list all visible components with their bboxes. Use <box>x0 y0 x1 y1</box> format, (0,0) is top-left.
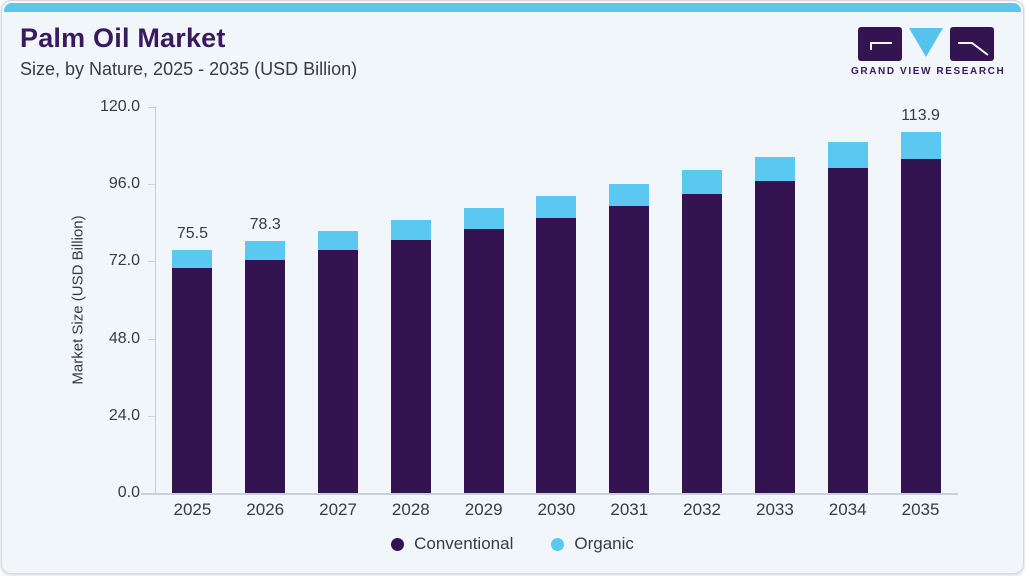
y-tick-mark <box>148 107 156 108</box>
bar-segment-conventional-2026 <box>245 259 286 493</box>
x-axis-labels: 2025 2026 2027 2028 2029 2030 2031 2032 2033 2034… <box>156 500 957 520</box>
y-tick-label: 120.0 <box>99 98 140 115</box>
bar-group-2031 <box>593 107 666 493</box>
bar-group-2032 <box>666 107 739 493</box>
page-subtitle: Size, by Nature, 2025 - 2035 (USD Billio… <box>20 59 358 79</box>
bar-segment-conventional-2030 <box>536 218 577 493</box>
x-tick-label-2032: 2032 <box>683 500 721 519</box>
x-tick-label-2033: 2033 <box>755 500 794 519</box>
bar-segment-conventional-2028 <box>390 239 431 493</box>
chart-header: Palm Oil Market Size, by Nature, 2025 - … <box>20 23 357 80</box>
x-tick-label-2029: 2029 <box>464 500 503 519</box>
bar-segment-organic-2035 <box>900 132 941 159</box>
logo-g-icon <box>858 27 902 61</box>
bar-segment-organic-2029 <box>463 208 504 229</box>
bar-segment-organic-2030 <box>536 196 577 218</box>
x-tick-label-2034: 2034 <box>828 500 867 519</box>
x-tick-label-2030: 2030 <box>537 500 576 519</box>
bar-segment-conventional-2031 <box>609 206 650 493</box>
bar-segment-conventional-2025 <box>172 268 213 493</box>
bar-segment-conventional-2032 <box>682 194 723 493</box>
bar-group-2035: 113.9 <box>884 107 957 493</box>
y-tick-mark <box>148 184 156 186</box>
y-tick-label: 72.0 <box>108 252 140 270</box>
y-axis-line <box>155 106 156 493</box>
bars-area: 75.5 78.3 113.9 <box>156 107 957 493</box>
x-tick-label-2026: 2026 <box>246 500 285 519</box>
bar-segment-conventional-2033 <box>754 181 795 493</box>
bar-group-2030 <box>520 107 593 493</box>
y-tick-mark <box>148 261 156 263</box>
bar-group-2027 <box>302 107 375 493</box>
legend-item-organic: Organic <box>551 534 634 554</box>
y-tick-mark <box>148 415 156 417</box>
bar-group-2029 <box>447 107 520 493</box>
bar-segment-organic-2026 <box>245 241 286 260</box>
bar-segment-conventional-2035 <box>900 158 941 493</box>
legend-item-conventional: Conventional <box>391 534 513 554</box>
x-tick-label-2031: 2031 <box>610 500 649 519</box>
accent-top-strip <box>4 3 1021 12</box>
bar-group-2028 <box>374 107 447 493</box>
bar-segment-organic-2025 <box>172 250 213 269</box>
bar-segment-organic-2032 <box>682 170 723 195</box>
bar-segment-conventional-2034 <box>827 168 868 493</box>
bar-segment-conventional-2027 <box>318 249 359 493</box>
legend-label-conventional: Conventional <box>414 534 514 553</box>
bar-segment-organic-2027 <box>318 230 359 250</box>
x-tick-label-2027: 2027 <box>319 500 357 519</box>
bar-group-2025: 75.5 <box>156 107 229 493</box>
logo-marks <box>851 27 1001 63</box>
bar-segment-organic-2031 <box>609 183 650 207</box>
page-title: Palm Oil Market <box>20 23 226 53</box>
bar-group-2026: 78.3 <box>229 107 302 493</box>
legend: Conventional Organic <box>2 534 1023 554</box>
bar-segment-organic-2033 <box>754 156 795 182</box>
conventional-swatch-icon <box>391 537 405 551</box>
y-tick-label: 24.0 <box>108 406 140 424</box>
bar-total-label-2025: 75.5 <box>176 225 208 243</box>
x-tick-label-2035: 2035 <box>901 500 940 519</box>
bar-segment-organic-2028 <box>390 219 431 240</box>
y-axis-title: Market Size (USD Billion) <box>69 215 87 385</box>
y-tick-label: 0.0 <box>117 484 140 501</box>
y-tick-label: 96.0 <box>108 175 140 193</box>
y-tick-mark <box>148 338 156 340</box>
organic-swatch-icon <box>551 537 565 551</box>
logo-r-icon <box>950 27 994 61</box>
y-tick-label: 48.0 <box>108 329 140 347</box>
x-axis-line <box>141 493 958 495</box>
x-tick-label-2025: 2025 <box>173 500 212 519</box>
bar-group-2034 <box>811 107 884 493</box>
bar-segment-organic-2034 <box>827 142 868 169</box>
logo-v-icon <box>909 28 943 57</box>
legend-label-organic: Organic <box>574 534 634 553</box>
bar-total-label-2035: 113.9 <box>901 107 940 124</box>
logo-text: GRAND VIEW RESEARCH <box>851 66 1006 77</box>
bar-total-label-2026: 78.3 <box>249 216 281 234</box>
bar-segment-conventional-2029 <box>463 228 504 493</box>
bar-group-2033 <box>739 107 812 493</box>
x-tick-label-2028: 2028 <box>391 500 430 519</box>
grand-view-research-logo: GRAND VIEW RESEARCH <box>851 27 1006 77</box>
